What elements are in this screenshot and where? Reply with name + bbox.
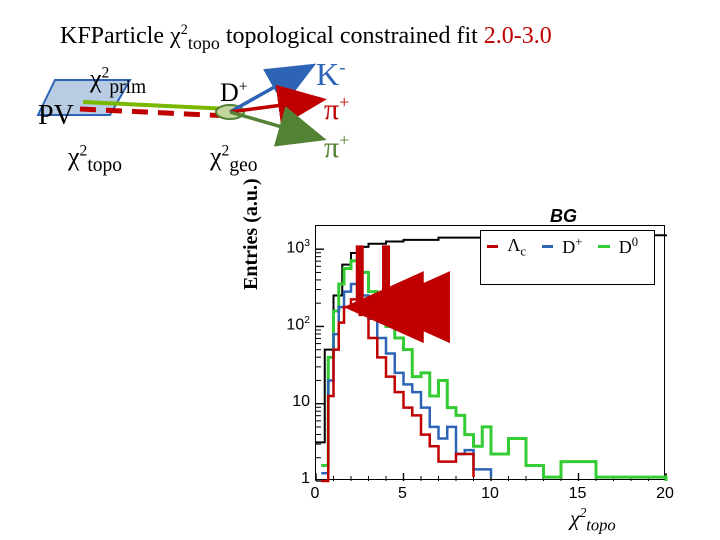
chi2-histogram: BG Entries (a.u.) χ2topo ΛcD+D0 05101520… bbox=[250, 200, 690, 530]
pi2-arrow bbox=[230, 112, 320, 138]
chi2geo-label: χ2geo bbox=[210, 142, 258, 177]
chi2topo-label: χ2topo bbox=[68, 142, 122, 177]
x-tick-label: 20 bbox=[650, 485, 680, 503]
x-tick-label: 15 bbox=[563, 485, 593, 503]
y-tick-label: 1 bbox=[270, 470, 310, 488]
plot-legend: ΛcD+D0 bbox=[480, 230, 655, 285]
dplus-label: D+ bbox=[220, 78, 248, 108]
x-axis-label: χ2topo bbox=[570, 505, 616, 536]
x-tick-label: 5 bbox=[388, 485, 418, 503]
pv-label: PV bbox=[38, 100, 74, 132]
pi2-label: π+ bbox=[324, 130, 349, 165]
bg-label: BG bbox=[550, 206, 577, 227]
y-axis-label: Entries (a.u.) bbox=[240, 178, 263, 290]
y-tick-label: 102 bbox=[270, 315, 310, 334]
y-tick-label: 103 bbox=[270, 238, 310, 257]
pi1-label: π+ bbox=[324, 92, 349, 127]
chi2prim-label: χ2prim bbox=[90, 64, 146, 99]
x-tick-label: 10 bbox=[475, 485, 505, 503]
topology-diagram: PV χ2prim χ2topo χ2geo D+ K- π+ π+ bbox=[20, 70, 440, 190]
page-title: KFParticle χ2topo topological constraine… bbox=[60, 22, 552, 54]
kminus-label: K- bbox=[316, 56, 346, 93]
y-tick-label: 10 bbox=[270, 393, 310, 411]
